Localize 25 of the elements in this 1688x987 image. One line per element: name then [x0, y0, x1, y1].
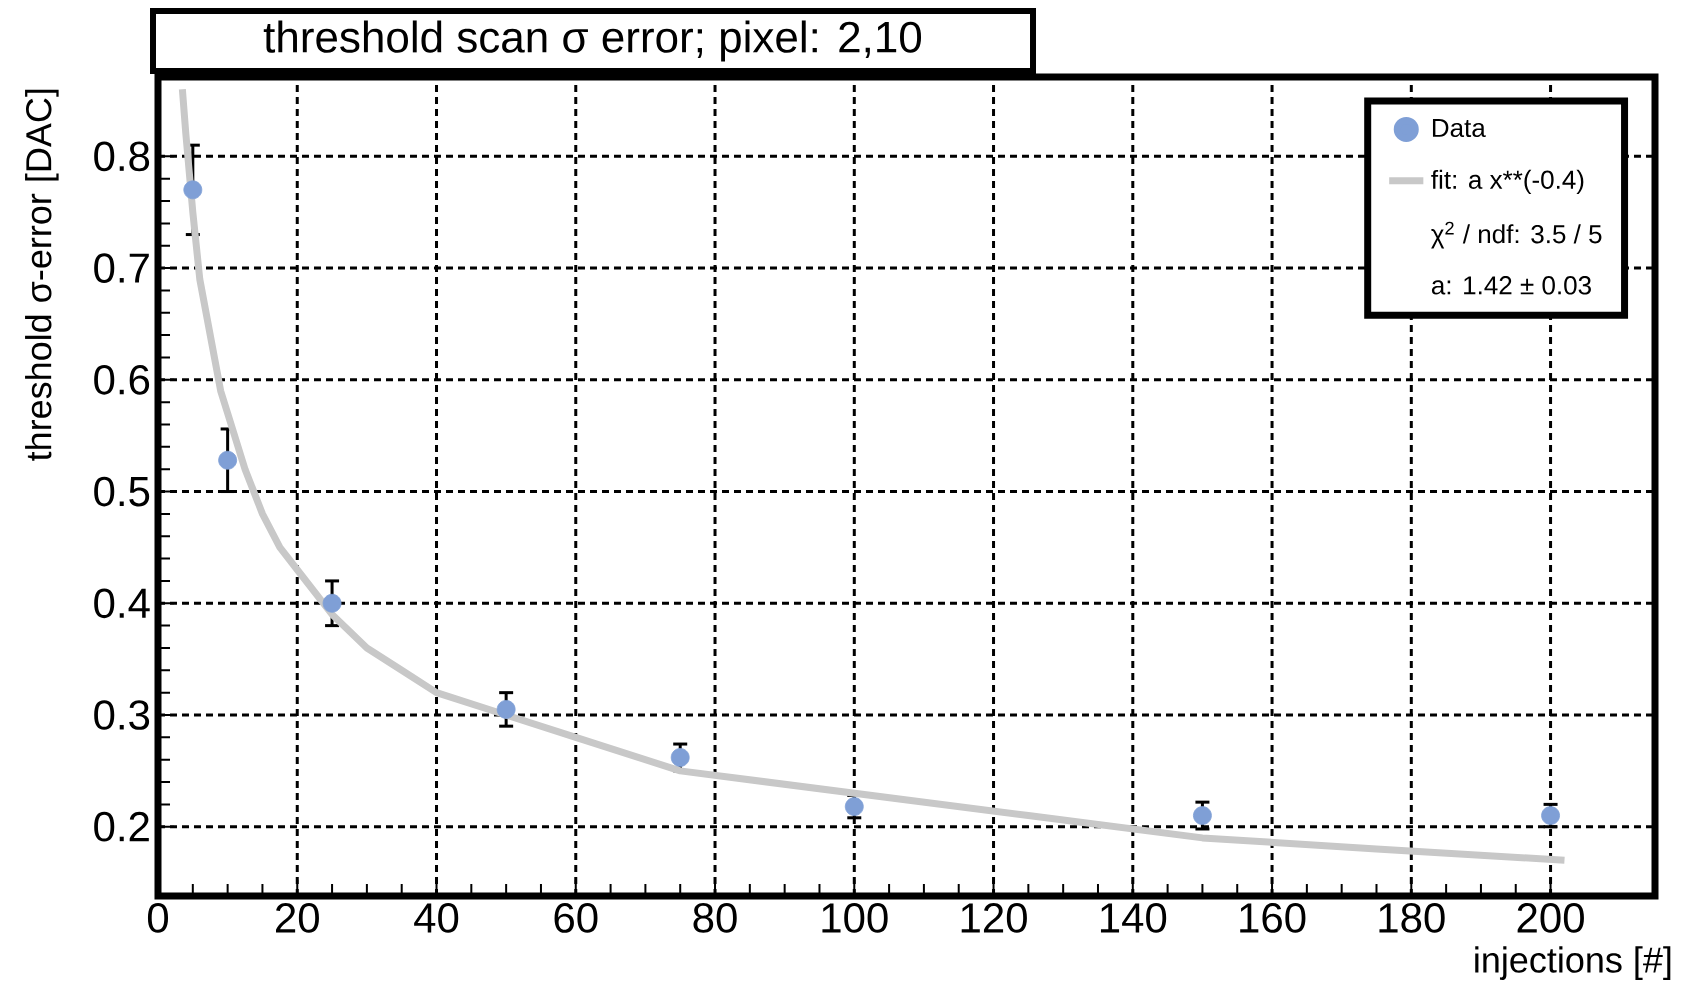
chart-title: threshold scan σ error; pixel: 2,10: [263, 20, 922, 62]
y-tick-label: 0.2: [94, 811, 149, 842]
y-axis-title: threshold σ-error [DAC]: [25, 89, 59, 461]
y-tick-label: 0.5: [94, 476, 150, 507]
annotation: χ$^{2}$ / ndf: 3.5 / 5: [1431, 221, 1602, 249]
legend-label: Data: [1432, 118, 1486, 138]
x-tick-label: 100: [822, 903, 888, 933]
x-tick-label: 180: [1379, 903, 1445, 933]
x-tick-label: 120: [961, 903, 1027, 933]
y-tick-label: 0.8: [94, 141, 150, 172]
legend-label: fit: a x**(-0.4): [1431, 169, 1584, 195]
y-tick-label: 0.3: [94, 700, 150, 730]
x-tick-label: 80: [693, 903, 737, 933]
y-tick-label: 0.7: [94, 253, 149, 283]
annotation: a: 1.42 ± 0.03: [1431, 276, 1591, 295]
x-tick-label: 140: [1100, 903, 1167, 933]
x-axis-title: injections [#]: [1475, 946, 1671, 980]
x-tick-label: 20: [276, 903, 319, 933]
x-tick-label: 60: [554, 903, 598, 933]
x-tick-label: 40: [414, 903, 459, 933]
x-tick-label: 160: [1240, 903, 1306, 933]
x-tick-label: 0: [147, 903, 169, 933]
y-tick-label: 0.4: [94, 588, 150, 619]
y-tick-label: 0.6: [94, 364, 150, 395]
x-tick-label: 200: [1517, 903, 1584, 933]
